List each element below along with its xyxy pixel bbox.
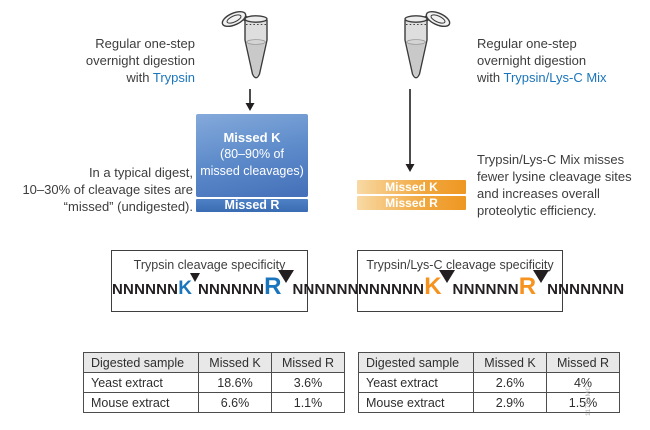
tube-open-cap (221, 10, 247, 28)
missed-k-value-cell: 2.9% (473, 392, 547, 413)
right-caption-line2: fewer lysine cleavage sites (477, 169, 632, 184)
sample-name-cell: Mouse extract (83, 392, 199, 413)
right-caption-line4: proteolytic efficiency. (477, 203, 597, 218)
lysine-residue: K (178, 278, 192, 299)
sequence-n-run: NNNNNN (197, 281, 265, 298)
right-caption-line1: Trypsin/Lys-C Mix misses (477, 152, 625, 167)
table-header-row: Digested sample Missed K Missed R (83, 352, 345, 373)
missed-k-bar-orange: Missed K (357, 180, 466, 194)
right-intro-text: Regular one-step overnight digestion wit… (477, 35, 647, 86)
right-enzyme-name: Trypsin/Lys-C Mix (503, 70, 607, 85)
cleavage-triangle-icon (278, 270, 295, 283)
microcentrifuge-tube-icon (404, 10, 451, 79)
down-arrow-icon (245, 89, 255, 111)
missed-k-value-cell: 18.6% (198, 372, 272, 393)
missed-k-detail-line2: missed cleavages) (200, 164, 304, 178)
sample-name-cell: Yeast extract (83, 372, 199, 393)
sequence-n-run: NNNNNN (112, 281, 179, 298)
left-intro-line1: Regular one-step (95, 36, 195, 51)
left-caption-text: In a typical digest, 10–30% of cleavage … (10, 164, 193, 215)
table-row: Yeast extract 2.6% 4% (358, 372, 620, 393)
microcentrifuge-tube-icon (221, 10, 268, 79)
lysine-residue: K (424, 273, 442, 300)
sequence-n-run: NNNNNNN (292, 281, 370, 298)
right-intro-line3: with Trypsin/Lys-C Mix (477, 69, 647, 86)
tube-open-cap (425, 10, 451, 28)
sequence-n-run: NNNNNN (358, 281, 425, 298)
missed-k-title: Missed K (223, 130, 281, 145)
trypsin-results-table: Digested sample Missed K Missed R Yeast … (83, 352, 345, 413)
header-digested-sample: Digested sample (83, 352, 199, 373)
trypsin-cleavage-sequence: NNNNNNK NNNNNNR NNNNNNN (112, 270, 370, 301)
header-missed-k: Missed K (198, 352, 272, 373)
missed-r-value-cell: 1.5% (546, 392, 620, 413)
left-intro-line2: overnight digestion (85, 53, 195, 68)
arginine-residue: R (518, 273, 537, 300)
right-caption-line3: and increases overall (477, 186, 600, 201)
sample-name-cell: Mouse extract (358, 392, 474, 413)
sample-name-cell: Yeast extract (358, 372, 474, 393)
table-row: Mouse extract 2.9% 1.5% (358, 392, 620, 413)
left-intro-line3: with Trypsin (20, 69, 195, 86)
missed-r-bar-blue: Missed R (196, 199, 308, 212)
down-arrow-icon (405, 89, 415, 172)
trypsin-lysc-results-table: Digested sample Missed K Missed R Yeast … (358, 352, 620, 413)
missed-k-box: Missed K (80–90% of missed cleavages) (196, 114, 308, 197)
table-header-row: Digested sample Missed K Missed R (358, 352, 620, 373)
header-digested-sample: Digested sample (358, 352, 474, 373)
left-caption-line2: 10–30% of cleavage sites are (22, 182, 193, 197)
missed-k-value-cell: 6.6% (198, 392, 272, 413)
missed-k-value-cell: 2.6% (473, 372, 547, 393)
trypsin-lysc-cleavage-sequence: NNNNNNK NNNNNNR NNNNNNN (358, 270, 624, 301)
right-intro-with: with (477, 70, 501, 85)
missed-k-detail-line1: (80–90% of (220, 147, 284, 161)
table-row: Yeast extract 18.6% 3.6% (83, 372, 345, 393)
trypsin-lysc-specificity-title: Trypsin/Lys-C cleavage specificity (366, 258, 554, 272)
cleavage-triangle-icon (438, 270, 455, 283)
table-row: Mouse extract 6.6% 1.1% (83, 392, 345, 413)
header-missed-k: Missed K (473, 352, 547, 373)
missed-r-value-cell: 3.6% (271, 372, 345, 393)
header-missed-r: Missed R (271, 352, 345, 373)
left-intro-with: with (126, 70, 150, 85)
trypsin-specificity-title: Trypsin cleavage specificity (133, 258, 286, 272)
left-intro-text: Regular one-step overnight digestion wit… (20, 35, 195, 86)
arginine-residue: R (264, 273, 282, 300)
trypsin-lysc-specificity-box: Trypsin/Lys-C cleavage specificity NNNNN… (357, 250, 624, 312)
right-intro-line2: overnight digestion (477, 53, 587, 68)
missed-r-value-cell: 4% (546, 372, 620, 393)
cleavage-triangle-icon (533, 270, 550, 283)
sequence-n-run: NNNNNNN (547, 281, 625, 298)
right-caption-text: Trypsin/Lys-C Mix misses fewer lysine cl… (477, 151, 650, 219)
sequence-n-run: NNNNNN (452, 281, 519, 298)
trypsin-specificity-box: Trypsin cleavage specificity NNNNNNK NNNN… (111, 250, 370, 312)
cleavage-triangle-icon (189, 273, 200, 282)
left-enzyme-name: Trypsin (152, 70, 195, 85)
right-intro-line1: Regular one-step (477, 36, 577, 51)
left-caption-line3: “missed” (undigested). (63, 199, 193, 214)
missed-r-value-cell: 1.1% (271, 392, 345, 413)
figure-code-watermark: 11786MC (585, 385, 592, 416)
left-caption-line1: In a typical digest, (88, 165, 193, 180)
missed-r-bar-orange: Missed R (357, 196, 466, 210)
header-missed-r: Missed R (546, 352, 620, 373)
